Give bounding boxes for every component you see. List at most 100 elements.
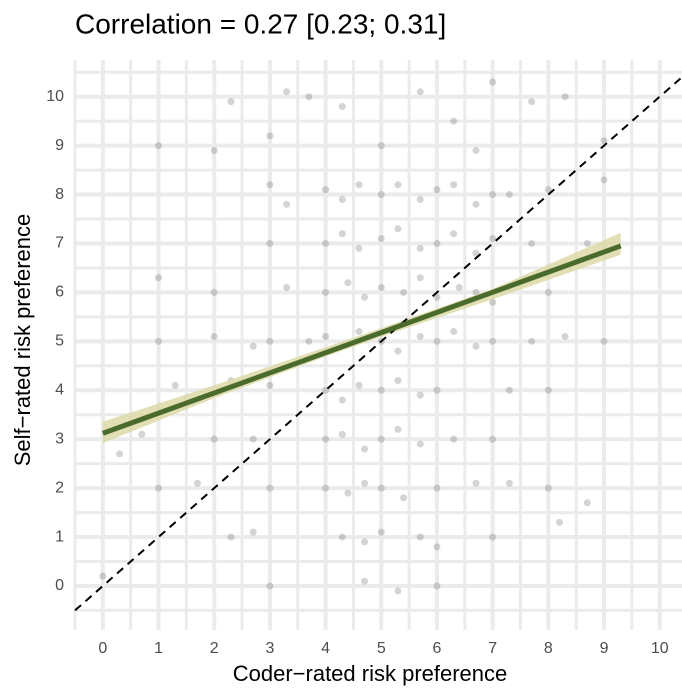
point (155, 484, 163, 492)
point (433, 543, 441, 551)
x-tick-label: 3 (265, 640, 274, 657)
y-tick-label: 0 (55, 577, 64, 594)
point (210, 288, 218, 296)
point (583, 499, 591, 507)
point (305, 337, 313, 345)
point (433, 337, 441, 345)
point (600, 137, 608, 145)
x-tick-label: 0 (98, 640, 107, 657)
y-tick-label: 3 (55, 430, 64, 447)
point (505, 191, 513, 199)
x-tick-label: 8 (544, 640, 553, 657)
point (355, 244, 363, 252)
y-tick-label: 8 (55, 186, 64, 203)
point (283, 88, 291, 96)
point (322, 435, 330, 443)
point (322, 239, 330, 247)
point (450, 230, 458, 238)
point (210, 435, 218, 443)
x-axis-title: Coder−rated risk preference (233, 661, 508, 686)
point (361, 577, 369, 585)
point (99, 572, 107, 580)
y-tick-label: 1 (55, 528, 64, 545)
x-tick-label: 4 (321, 640, 330, 657)
point (489, 191, 497, 199)
point (377, 142, 385, 150)
point (600, 337, 608, 345)
point (416, 533, 424, 541)
point (138, 430, 146, 438)
point (472, 147, 480, 155)
point (450, 328, 458, 336)
point (249, 342, 257, 350)
point (194, 479, 202, 487)
point (561, 332, 569, 340)
y-tick-label: 6 (55, 284, 64, 301)
point (116, 450, 124, 458)
point (361, 445, 369, 453)
point (544, 484, 552, 492)
point (377, 191, 385, 199)
point (377, 386, 385, 394)
x-tick-label: 5 (377, 640, 386, 657)
point (344, 279, 352, 287)
point (305, 93, 313, 101)
point (227, 98, 235, 106)
point (489, 533, 497, 541)
point (210, 147, 218, 155)
point (472, 200, 480, 208)
point (433, 293, 441, 301)
point (583, 239, 591, 247)
y-tick-label: 7 (55, 235, 64, 252)
point (266, 484, 274, 492)
point (361, 479, 369, 487)
point (344, 489, 352, 497)
point (416, 195, 424, 203)
point (283, 200, 291, 208)
point (433, 186, 441, 194)
point (416, 391, 424, 399)
y-tick-label: 9 (55, 137, 64, 154)
point (322, 332, 330, 340)
point (171, 381, 179, 389)
point (433, 239, 441, 247)
x-tick-label: 9 (600, 640, 609, 657)
point (600, 176, 608, 184)
point (394, 587, 402, 595)
point (394, 225, 402, 233)
point (227, 533, 235, 541)
point (338, 533, 346, 541)
x-tick-label: 10 (651, 640, 669, 657)
point (266, 381, 274, 389)
point (472, 479, 480, 487)
point (489, 298, 497, 306)
point (361, 538, 369, 546)
point (450, 117, 458, 125)
point (249, 528, 257, 536)
point (155, 274, 163, 282)
point (505, 386, 513, 394)
point (433, 484, 441, 492)
point (338, 430, 346, 438)
identity-line (74, 76, 682, 612)
point (266, 239, 274, 247)
point (266, 132, 274, 140)
point (377, 235, 385, 243)
point (400, 288, 408, 296)
point (416, 332, 424, 340)
point (528, 239, 536, 247)
point (394, 425, 402, 433)
point (433, 582, 441, 590)
point (489, 235, 497, 243)
regression-line (101, 243, 622, 436)
point (249, 435, 257, 443)
y-tick-label: 4 (55, 381, 64, 398)
point (400, 494, 408, 502)
point (433, 386, 441, 394)
point (472, 342, 480, 350)
point (355, 181, 363, 189)
point (394, 181, 402, 189)
point (155, 142, 163, 150)
point (322, 186, 330, 194)
point (416, 88, 424, 96)
